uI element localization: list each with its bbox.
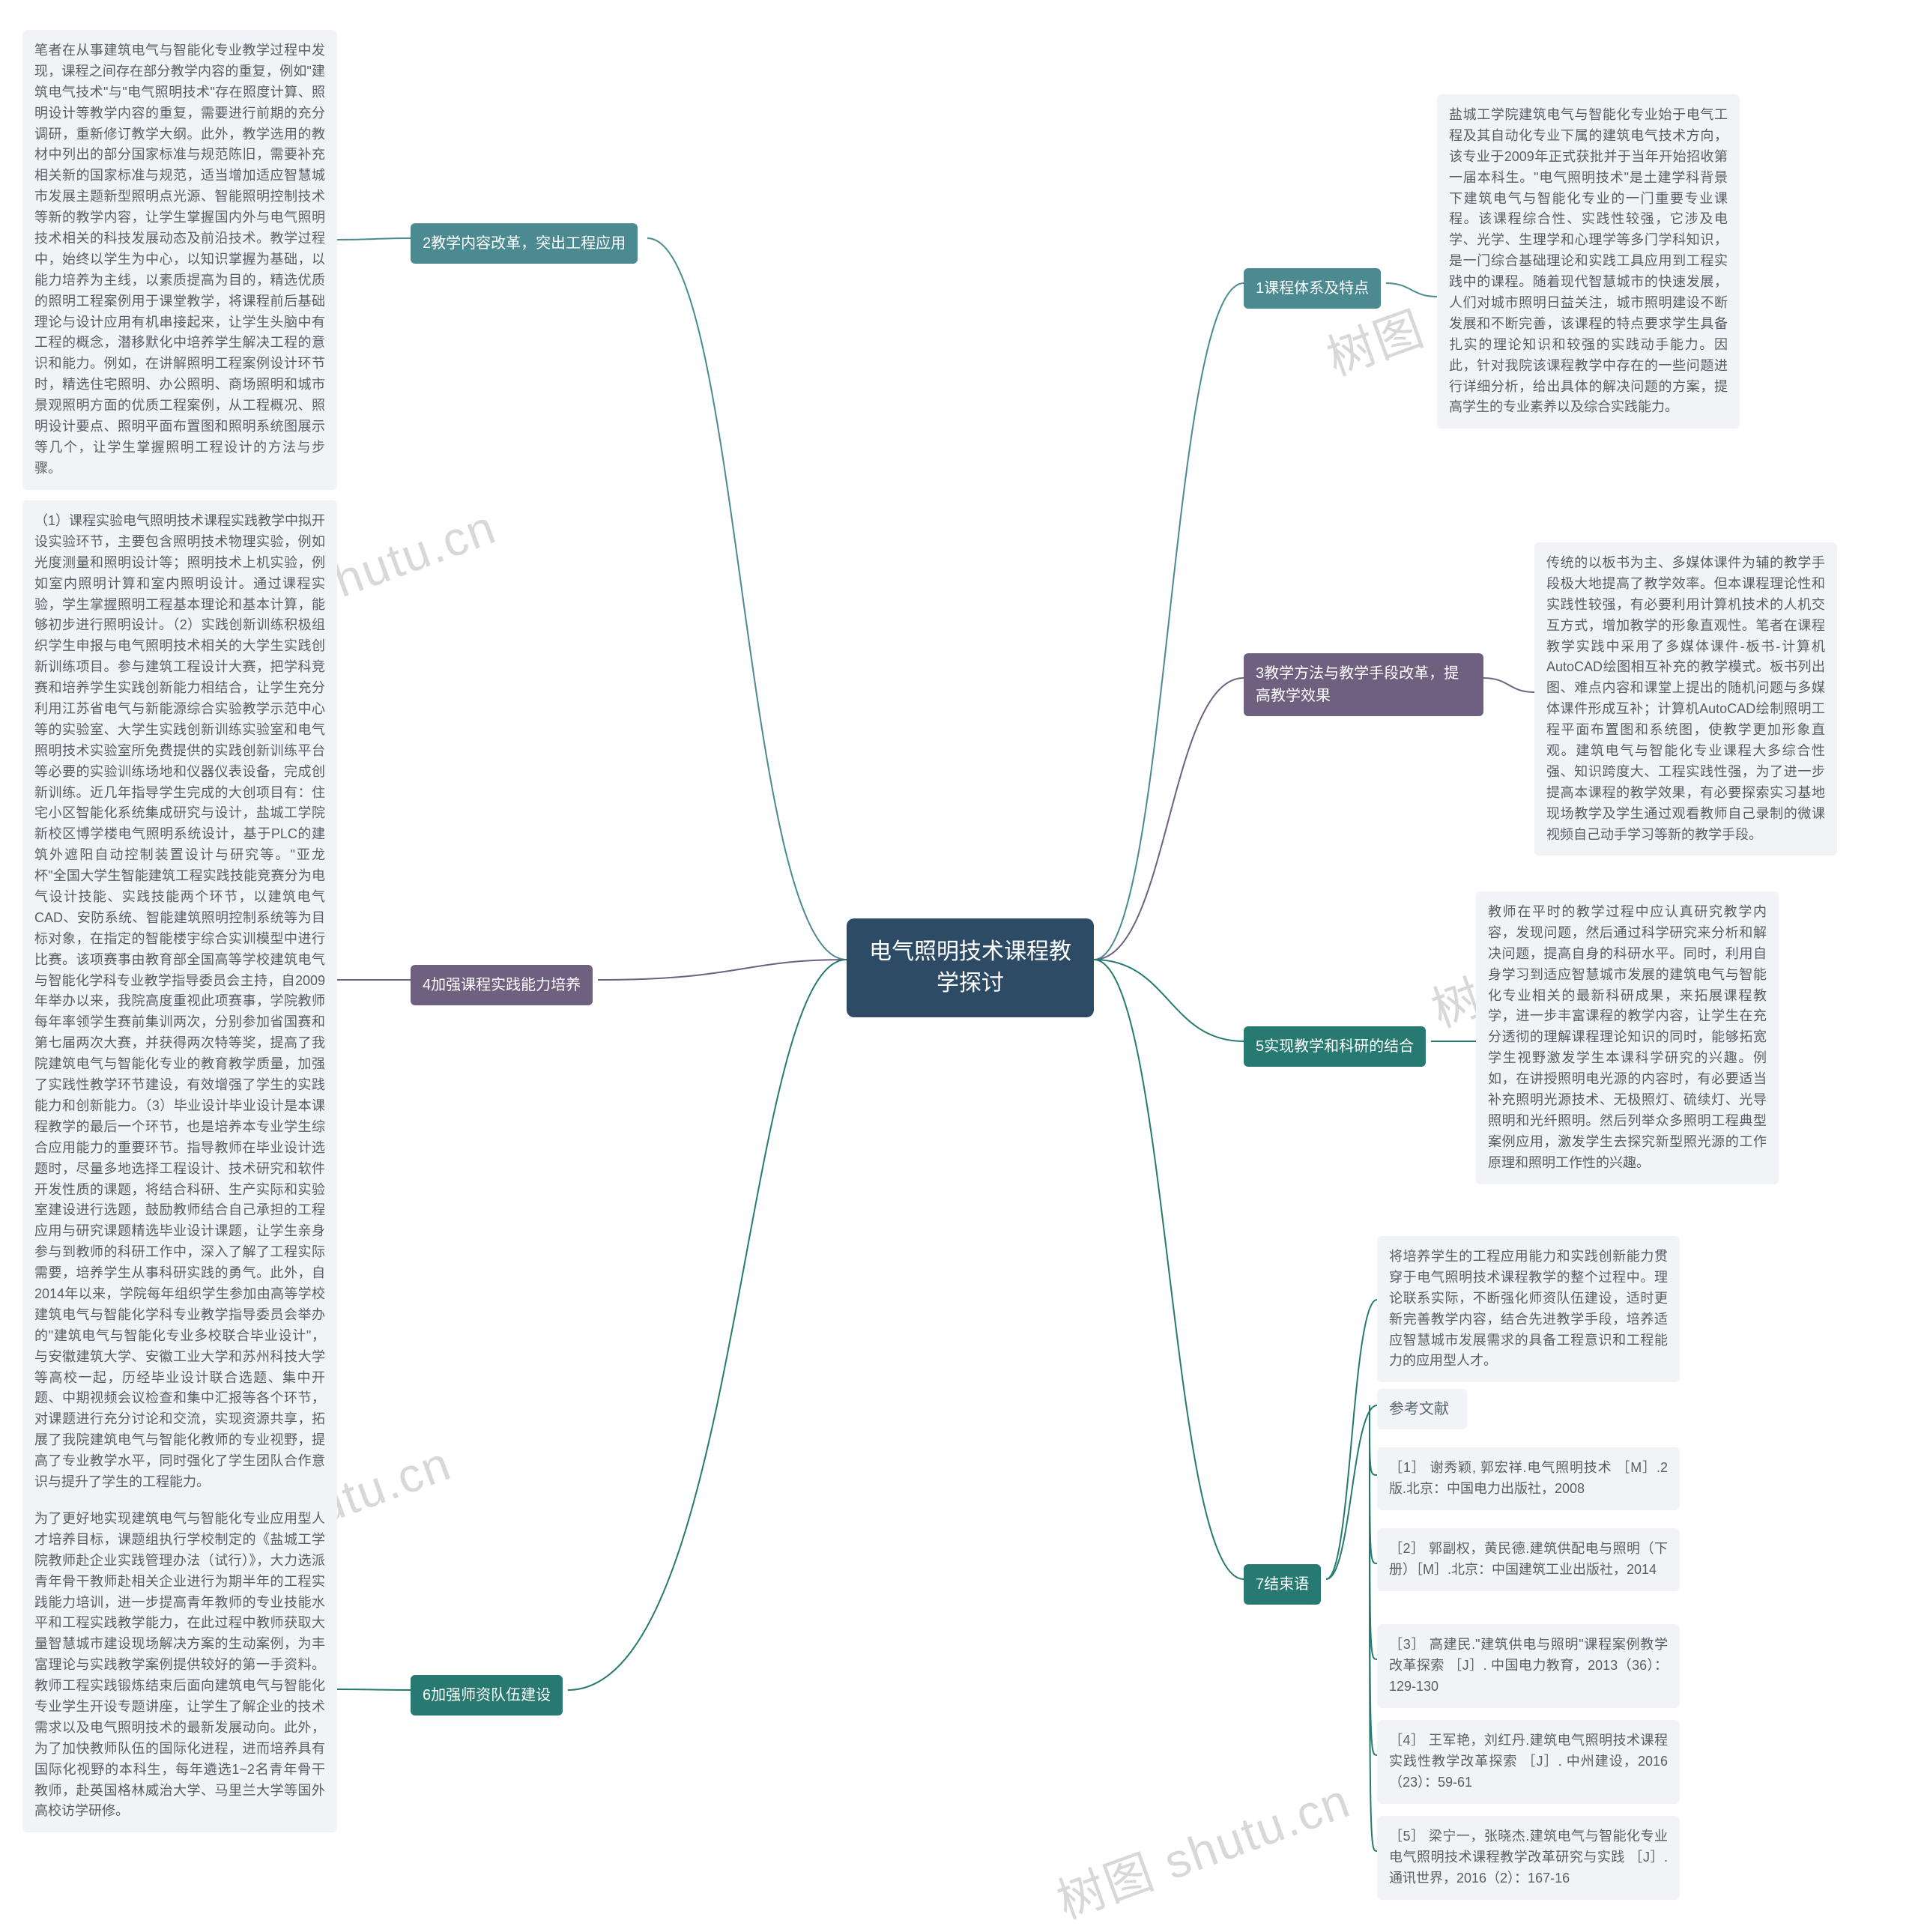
leaf-3: 传统的以板书为主、多媒体课件为辅的教学手段极大地提高了教学效率。但本课程理论性和…	[1534, 542, 1837, 856]
ref-2: ［2］ 郭副权，黄民德.建筑供配电与照明（下册）［M］.北京：中国建筑工业出版社…	[1377, 1528, 1680, 1591]
leaf-7a: 将培养学生的工程应用能力和实践创新能力贯穿于电气照明技术课程教学的整个过程中。理…	[1377, 1236, 1680, 1382]
leaf-5: 教师在平时的教学过程中应认真研究教学内容，发现问题，然后通过科学研究来分析和解决…	[1476, 891, 1779, 1184]
branch-node-5[interactable]: 5实现教学和科研的结合	[1244, 1026, 1426, 1067]
branch-node-7[interactable]: 7结束语	[1244, 1564, 1321, 1605]
leaf-6: 为了更好地实现建筑电气与智能化专业应用型人才培养目标，课题组执行学校制定的《盐城…	[22, 1498, 337, 1832]
branch-node-4[interactable]: 4加强课程实践能力培养	[411, 965, 593, 1005]
leaf-1: 盐城工学院建筑电气与智能化专业始于电气工程及其自动化专业下属的建筑电气技术方向，…	[1437, 94, 1740, 429]
branch-node-1[interactable]: 1课程体系及特点	[1244, 268, 1381, 309]
branch-node-3[interactable]: 3教学方法与教学手段改革，提高教学效果	[1244, 653, 1483, 716]
ref-1: ［1］ 谢秀颖, 郭宏祥.电气照明技术 ［M］.2版.北京：中国电力出版社，20…	[1377, 1447, 1680, 1510]
center-node[interactable]: 电气照明技术课程教学探讨	[847, 918, 1094, 1017]
leaf-4: （1）课程实验电气照明技术课程实践教学中拟开设实验环节，主要包含照明技术物理实验…	[22, 500, 337, 1503]
branch-node-6[interactable]: 6加强师资队伍建设	[411, 1675, 563, 1716]
ref-4: ［4］ 王军艳，刘红丹.建筑电气照明技术课程实践性教学改革探索 ［J］. 中州建…	[1377, 1720, 1680, 1804]
ref-3: ［3］ 高建民."建筑供电与照明"课程案例教学改革探索 ［J］. 中国电力教育，…	[1377, 1624, 1680, 1708]
watermark: 树图 shutu.cn	[1047, 1763, 1358, 1932]
branch-node-2[interactable]: 2教学内容改革，突出工程应用	[411, 223, 638, 264]
leaf-7b-refs-title: 参考文献	[1377, 1389, 1467, 1429]
ref-5: ［5］ 梁宁一，张晓杰.建筑电气与智能化专业电气照明技术课程教学改革研究与实践 …	[1377, 1816, 1680, 1900]
leaf-2: 笔者在从事建筑电气与智能化专业教学过程中发现，课程之间存在部分教学内容的重复，例…	[22, 30, 337, 490]
